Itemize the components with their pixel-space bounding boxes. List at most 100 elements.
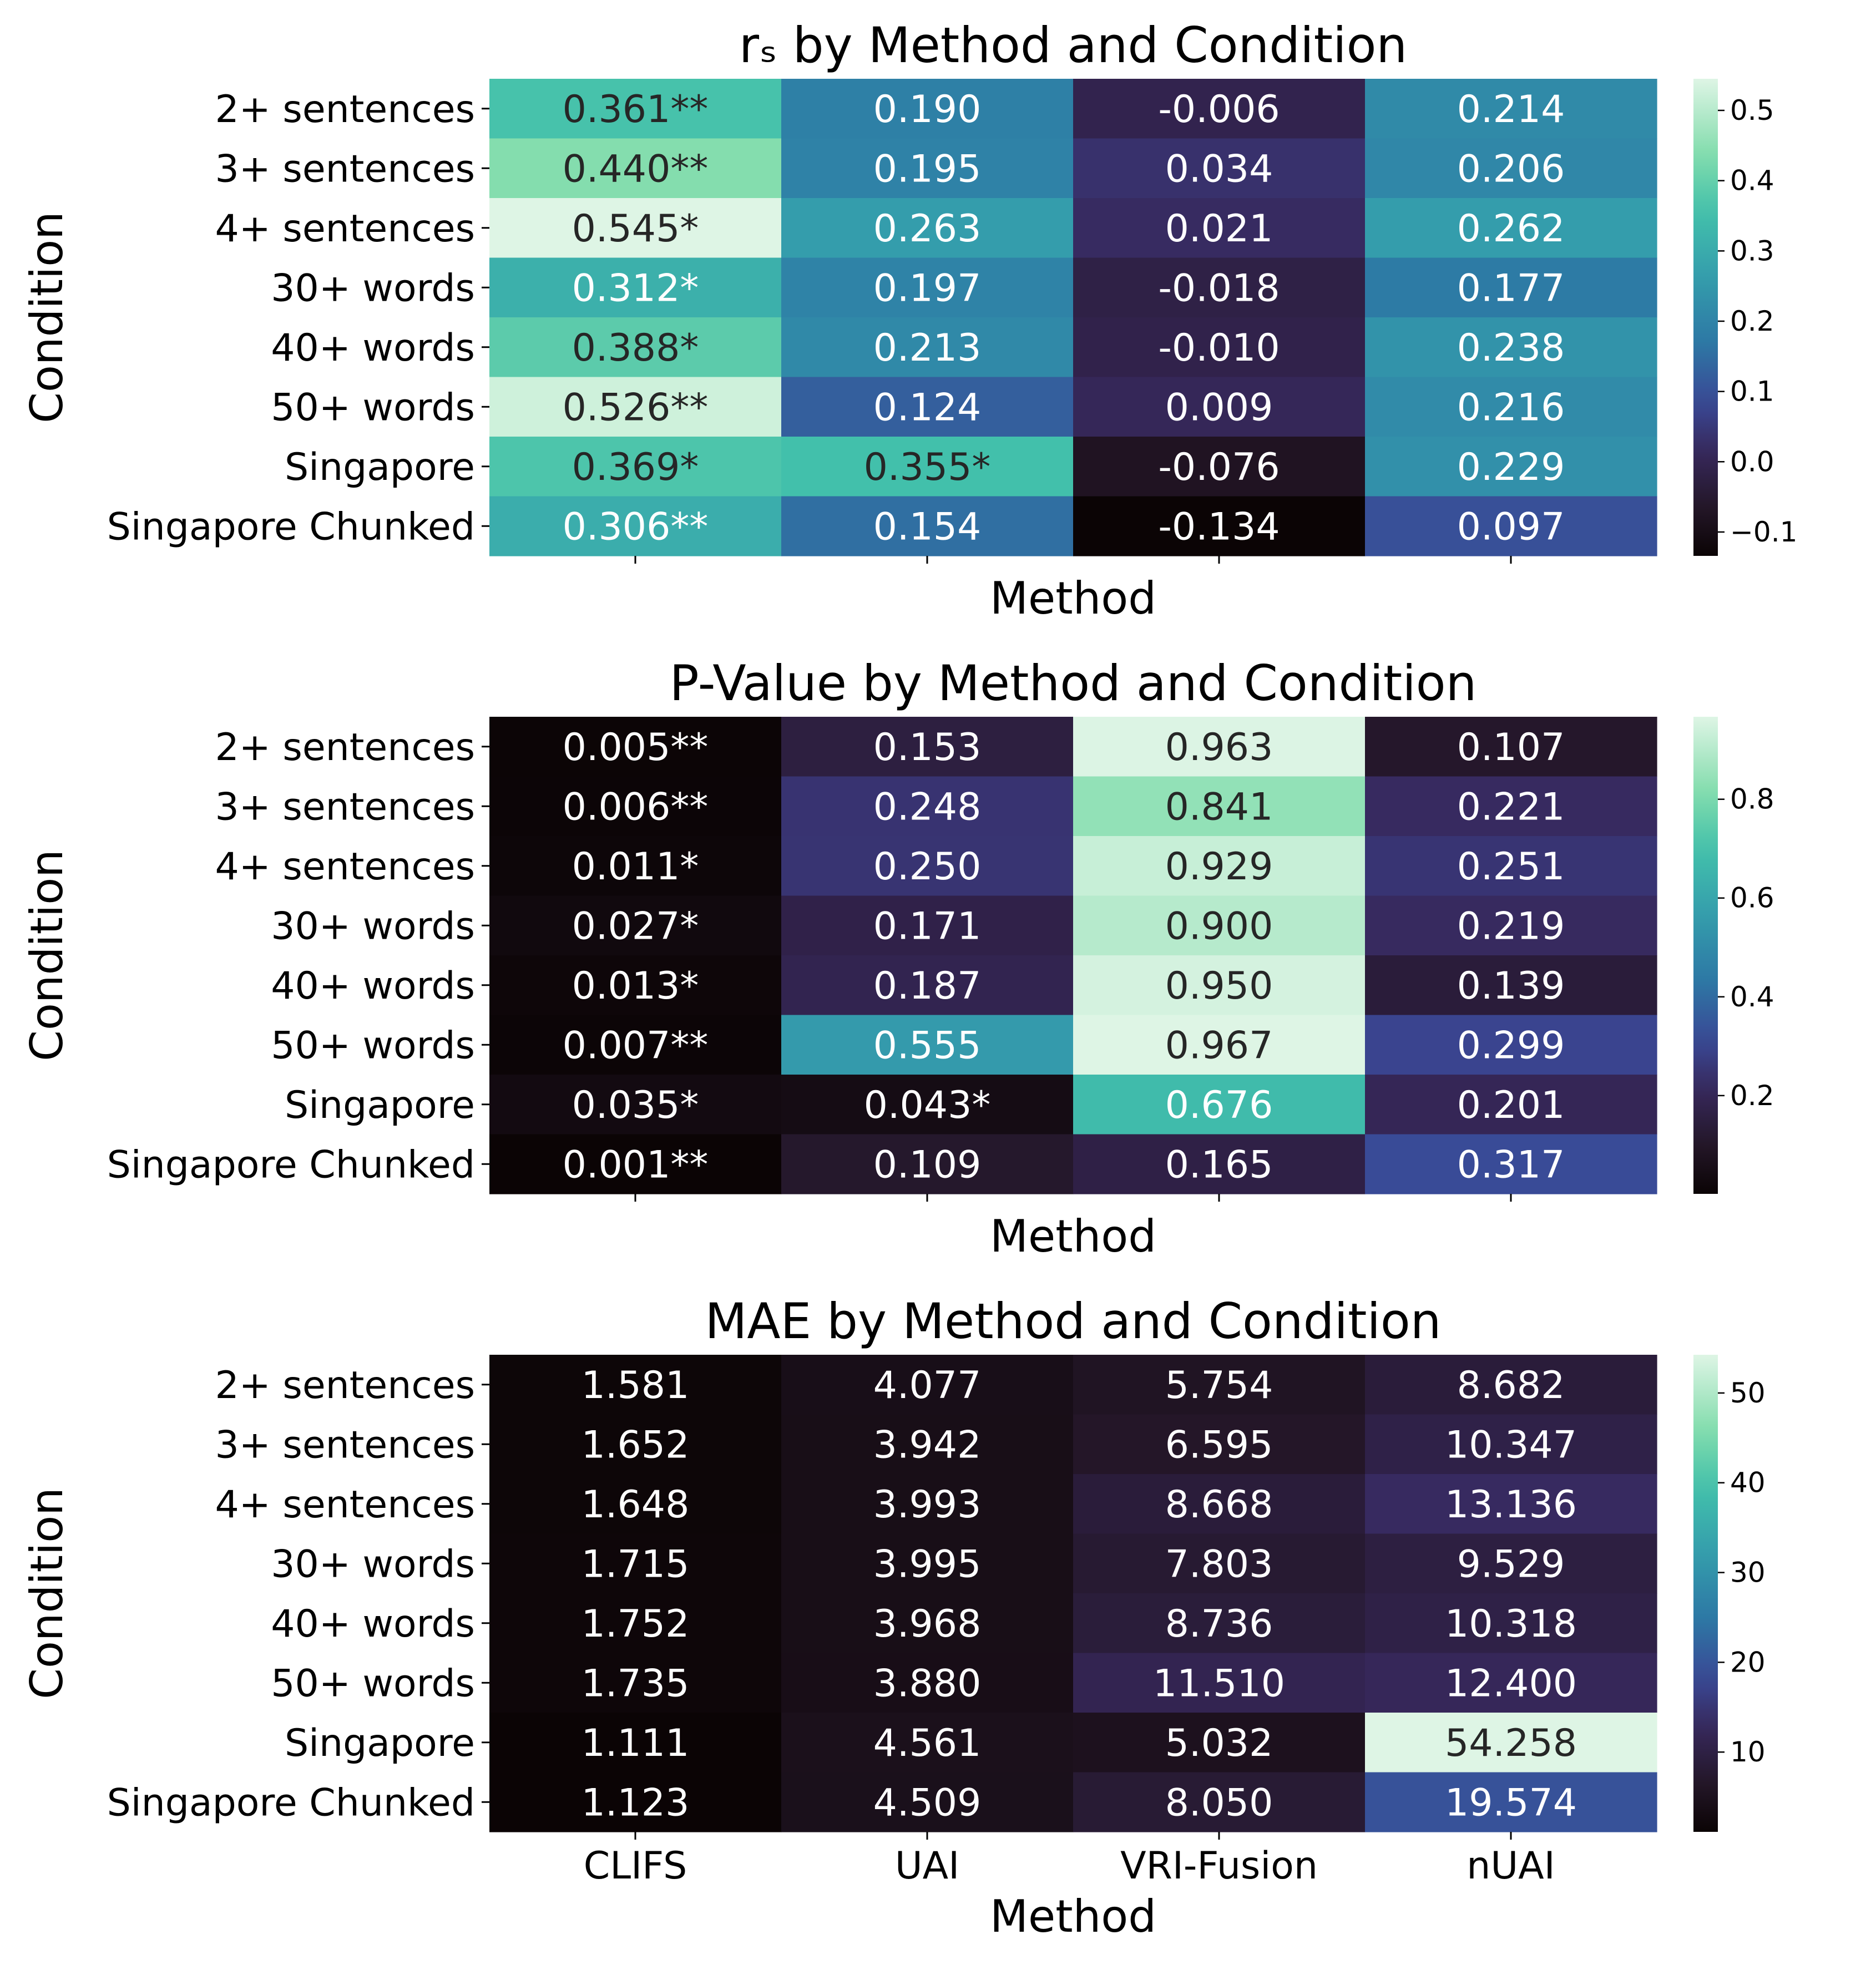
x-tick-label: VRI-Fusion bbox=[1120, 1844, 1318, 1888]
x-axis-label: Method bbox=[990, 1211, 1156, 1262]
cell-value-label: 54.258 bbox=[1445, 1721, 1577, 1765]
heatmap-cell bbox=[1073, 1015, 1366, 1075]
y-tick-label: 40+ words bbox=[271, 326, 475, 370]
y-tick-label: 4+ sentences bbox=[215, 845, 475, 889]
heatmap-cell bbox=[1073, 1713, 1366, 1773]
cell-value-label: 10.347 bbox=[1445, 1423, 1577, 1467]
heatmap-cell bbox=[781, 138, 1074, 199]
heatmap-cell bbox=[1073, 895, 1366, 956]
heatmap-panel-1: rₛ by Method and Condition 0.361** 0.190 -0… bbox=[21, 17, 1797, 624]
heatmap-cell bbox=[781, 1075, 1074, 1135]
y-tick-label: 40+ words bbox=[271, 964, 475, 1008]
heatmap-cell bbox=[1073, 317, 1366, 378]
cell-value-label: 0.007** bbox=[563, 1024, 709, 1067]
cell-value-label: 0.950 bbox=[1165, 964, 1273, 1008]
colorbar bbox=[1693, 79, 1718, 556]
colorbar-tick-label: 20 bbox=[1730, 1646, 1766, 1678]
heatmap-cell bbox=[781, 79, 1074, 139]
heatmap-cell bbox=[1073, 1414, 1366, 1475]
y-tick-label: Singapore Chunked bbox=[107, 505, 475, 549]
cell-value-label: 0.263 bbox=[873, 207, 982, 251]
heatmap-cell bbox=[1365, 437, 1657, 497]
cell-value-label: 0.153 bbox=[873, 726, 982, 769]
cell-value-label: 5.032 bbox=[1165, 1721, 1273, 1765]
cell-value-label: 3.880 bbox=[873, 1662, 982, 1705]
cell-value-label: 0.009 bbox=[1165, 386, 1273, 429]
heatmap-cell bbox=[489, 317, 782, 378]
cell-value-label: 3.995 bbox=[873, 1542, 982, 1586]
cell-value-label: 0.139 bbox=[1457, 964, 1565, 1008]
heatmap-cell bbox=[1073, 377, 1366, 437]
y-tick-label: 50+ words bbox=[271, 1662, 475, 1705]
cell-value-label: 0.109 bbox=[873, 1143, 982, 1187]
heatmap-cell bbox=[489, 1713, 782, 1773]
cell-value-label: 1.111 bbox=[581, 1721, 690, 1765]
cell-value-label: -0.018 bbox=[1158, 266, 1280, 310]
heatmap-cell bbox=[1365, 1414, 1657, 1475]
heatmap-cell bbox=[781, 198, 1074, 259]
cell-value-label: 8.668 bbox=[1165, 1483, 1273, 1527]
heatmap-cell bbox=[489, 836, 782, 897]
heatmap-cell bbox=[489, 1015, 782, 1075]
heatmap-cell bbox=[1073, 138, 1366, 199]
cell-value-label: 0.306** bbox=[563, 505, 709, 549]
y-tick-label: 50+ words bbox=[271, 1024, 475, 1067]
heatmap-cell bbox=[1365, 496, 1657, 556]
colorbar-tick-label: 0.3 bbox=[1730, 235, 1774, 267]
heatmap-cell bbox=[1365, 955, 1657, 1016]
cell-value-label: 0.251 bbox=[1457, 845, 1565, 889]
y-tick-label: 2+ sentences bbox=[215, 1364, 475, 1407]
heatmap-cell bbox=[781, 1355, 1074, 1415]
y-tick-label: 30+ words bbox=[271, 904, 475, 948]
heatmap-cell bbox=[489, 1414, 782, 1475]
heatmap-cell bbox=[1365, 1355, 1657, 1415]
cell-value-label: 0.248 bbox=[873, 785, 982, 829]
heatmap-cell bbox=[1365, 1075, 1657, 1135]
cell-value-label: 6.595 bbox=[1165, 1423, 1273, 1467]
heatmap-cell bbox=[489, 496, 782, 556]
y-tick-label: Singapore Chunked bbox=[107, 1143, 475, 1187]
cell-value-label: 8.682 bbox=[1457, 1364, 1565, 1407]
cell-value-label: 0.388* bbox=[572, 326, 699, 370]
x-axis-label: Method bbox=[990, 573, 1156, 624]
heatmap-cell bbox=[489, 437, 782, 497]
y-tick-label: 3+ sentences bbox=[215, 1423, 475, 1467]
heatmap-cell bbox=[1365, 1134, 1657, 1194]
cell-value-label: 0.440** bbox=[563, 147, 709, 191]
cell-value-label: -0.010 bbox=[1158, 326, 1280, 370]
cell-value-label: -0.006 bbox=[1158, 88, 1280, 131]
cell-value-label: 0.013* bbox=[572, 964, 699, 1008]
heatmap-cell bbox=[781, 496, 1074, 556]
y-axis-label: Condition bbox=[21, 849, 73, 1061]
y-tick-label: Singapore bbox=[285, 445, 475, 489]
cell-value-label: 0.011* bbox=[572, 845, 699, 889]
cell-value-label: 0.006** bbox=[563, 785, 709, 829]
cell-value-label: 3.942 bbox=[873, 1423, 982, 1467]
cell-value-label: 0.900 bbox=[1165, 904, 1273, 948]
cell-value-label: 0.214 bbox=[1457, 88, 1565, 131]
y-tick-label: 2+ sentences bbox=[215, 726, 475, 769]
colorbar-tick-label: 40 bbox=[1730, 1467, 1766, 1499]
heatmap-cell bbox=[1365, 138, 1657, 199]
y-tick-label: 50+ words bbox=[271, 386, 475, 429]
cell-value-label: 0.361** bbox=[563, 88, 709, 131]
y-axis-label: Condition bbox=[21, 211, 73, 423]
heatmap-cell bbox=[1365, 198, 1657, 259]
cell-value-label: 4.509 bbox=[873, 1781, 982, 1825]
cell-value-label: 0.005** bbox=[563, 726, 709, 769]
cell-value-label: 0.213 bbox=[873, 326, 982, 370]
heatmap-cell bbox=[489, 257, 782, 318]
heatmap-cell bbox=[1073, 198, 1366, 259]
heatmap-cell bbox=[489, 198, 782, 259]
y-axis-label: Condition bbox=[21, 1487, 73, 1699]
cell-value-label: 9.529 bbox=[1457, 1542, 1565, 1586]
heatmap-cell bbox=[1073, 1593, 1366, 1654]
cell-value-label: 0.526** bbox=[563, 386, 709, 429]
cell-value-label: 1.715 bbox=[581, 1542, 690, 1586]
cell-value-label: 0.171 bbox=[873, 904, 982, 948]
y-tick-label: 30+ words bbox=[271, 1542, 475, 1586]
cell-value-label: -0.076 bbox=[1158, 445, 1280, 489]
cell-value-label: 1.123 bbox=[581, 1781, 690, 1825]
cell-value-label: 0.299 bbox=[1457, 1024, 1565, 1067]
colorbar-tick-label: 0.5 bbox=[1730, 94, 1774, 126]
